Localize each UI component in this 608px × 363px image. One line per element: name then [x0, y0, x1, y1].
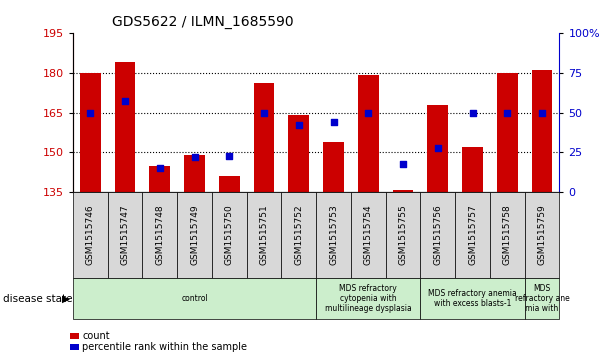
Text: GSM1515746: GSM1515746 [86, 205, 95, 265]
Text: disease state: disease state [3, 294, 72, 303]
Bar [358, 75, 379, 192]
Point [468, 110, 477, 115]
Bar [393, 190, 413, 192]
Text: percentile rank within the sample: percentile rank within the sample [82, 342, 247, 352]
Text: GSM1515754: GSM1515754 [364, 205, 373, 265]
Point [120, 98, 130, 104]
Text: control: control [181, 294, 208, 303]
Text: GSM1515751: GSM1515751 [260, 205, 269, 265]
Text: MDS
refractory ane
mia with: MDS refractory ane mia with [514, 284, 569, 314]
Bar [427, 105, 448, 192]
Bar [497, 73, 517, 192]
Text: GSM1515748: GSM1515748 [155, 205, 164, 265]
Text: GSM1515757: GSM1515757 [468, 205, 477, 265]
Text: count: count [82, 331, 109, 341]
Text: GDS5622 / ILMN_1685590: GDS5622 / ILMN_1685590 [112, 15, 294, 29]
Bar [219, 176, 240, 192]
Text: GSM1515749: GSM1515749 [190, 205, 199, 265]
Bar [462, 147, 483, 192]
Text: GSM1515755: GSM1515755 [398, 205, 407, 265]
Point [433, 145, 443, 151]
Point [329, 119, 339, 125]
Bar [288, 115, 309, 192]
Text: GSM1515758: GSM1515758 [503, 205, 512, 265]
Text: GSM1515750: GSM1515750 [225, 205, 234, 265]
Text: MDS refractory anemia
with excess blasts-1: MDS refractory anemia with excess blasts… [428, 289, 517, 308]
Text: GSM1515747: GSM1515747 [120, 205, 130, 265]
Text: GSM1515759: GSM1515759 [537, 205, 547, 265]
Bar [323, 142, 344, 192]
Point [86, 110, 95, 115]
Point [190, 154, 199, 160]
Point [502, 110, 512, 115]
Text: GSM1515753: GSM1515753 [329, 205, 338, 265]
Bar [115, 62, 136, 192]
Text: GSM1515752: GSM1515752 [294, 205, 303, 265]
Point [537, 110, 547, 115]
Point [259, 110, 269, 115]
Text: MDS refractory
cytopenia with
multilineage dysplasia: MDS refractory cytopenia with multilinea… [325, 284, 412, 314]
Text: GSM1515756: GSM1515756 [434, 205, 442, 265]
Bar [531, 70, 553, 192]
Bar [254, 83, 274, 192]
Point [364, 110, 373, 115]
Point [224, 153, 234, 159]
Bar [184, 155, 205, 192]
Point [155, 166, 165, 171]
Point [294, 122, 303, 128]
Bar [150, 166, 170, 192]
Text: ▶: ▶ [62, 294, 70, 303]
Point [398, 161, 408, 167]
Bar [80, 73, 101, 192]
